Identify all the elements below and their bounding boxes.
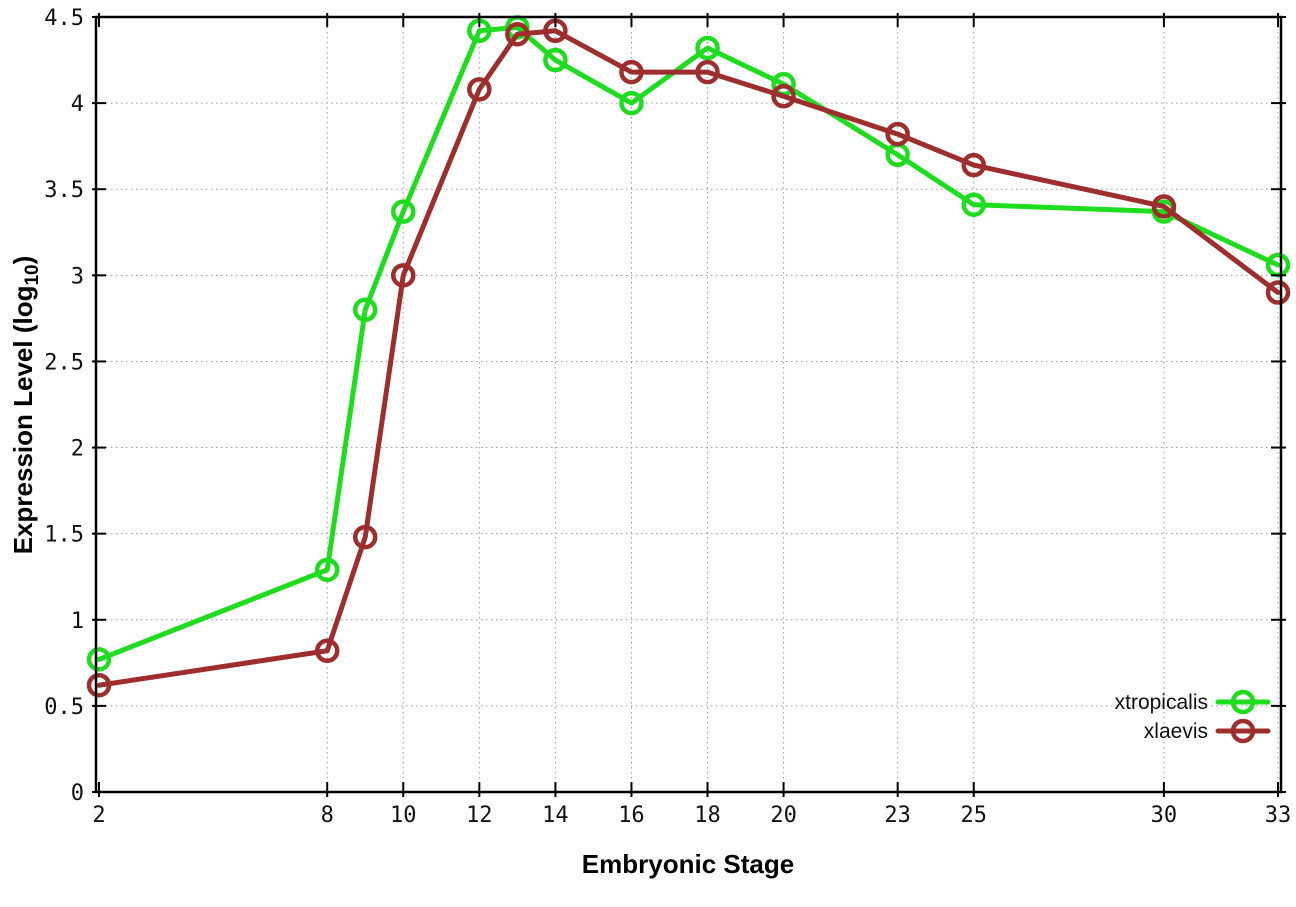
data-point-xlaevis (314, 638, 340, 664)
grid-layer (96, 17, 1281, 792)
y-axis-label-end: ) (8, 256, 38, 265)
legend-label-xlaevis: xlaevis (1144, 720, 1208, 743)
x-tick-label: 33 (1265, 803, 1292, 828)
data-point-xtropicalis (314, 557, 340, 583)
x-tick-label: 25 (960, 803, 987, 828)
data-point-xlaevis (467, 77, 492, 102)
y-axis-label-main: Expression Level (log (8, 286, 38, 555)
y-tick-label: 4.5 (44, 6, 84, 31)
x-tick-label: 18 (694, 803, 721, 828)
data-point-xlaevis (771, 83, 796, 109)
legend-marker-sample (1230, 718, 1256, 744)
data-point-xlaevis (505, 21, 530, 47)
tick-layer (92, 13, 1286, 797)
y-tick-label: 3 (71, 264, 84, 289)
legend-entry-xlaevis: xlaevis (1144, 718, 1271, 744)
y-tick-label: 0.5 (44, 695, 84, 720)
y-axis-label-subscript: 10 (22, 264, 43, 285)
x-tick-label: 12 (466, 803, 493, 828)
data-point-xlaevis (619, 59, 644, 85)
data-point-xlaevis (86, 672, 112, 698)
series-xlaevis (86, 18, 1291, 698)
x-tick-label: 16 (618, 803, 645, 828)
series-line-xtropicalis (96, 24, 1281, 662)
data-point-xlaevis (695, 59, 720, 85)
series-xtropicalis (86, 15, 1291, 672)
x-axis-label: Embryonic Stage (582, 849, 794, 879)
data-point-xtropicalis (86, 647, 112, 672)
y-tick-label: 0 (71, 781, 84, 806)
plot-border (94, 15, 1283, 794)
series-layer (86, 15, 1291, 698)
data-point-xtropicalis (961, 192, 986, 217)
y-tick-label: 1 (71, 609, 84, 634)
x-tick-label: 23 (884, 803, 911, 828)
data-point-xlaevis (885, 121, 910, 147)
data-point-xtropicalis (352, 297, 378, 323)
data-point-xtropicalis (391, 199, 416, 224)
series-line-xlaevis (96, 28, 1281, 688)
data-point-xtropicalis (619, 90, 644, 116)
data-point-xlaevis (352, 524, 378, 550)
data-point-xlaevis (1265, 280, 1291, 305)
x-tick-label: 30 (1151, 803, 1178, 828)
legend: xtropicalis xlaevis (1115, 689, 1271, 744)
x-tick-label: 14 (542, 803, 569, 828)
y-tick-label: 2.5 (44, 350, 84, 375)
y-tick-label: 2 (71, 437, 84, 462)
x-tick-label: 2 (92, 803, 105, 828)
data-point-xtropicalis (695, 35, 720, 61)
x-tick-label: 8 (321, 803, 334, 828)
legend-label-xtropicalis: xtropicalis (1115, 691, 1208, 714)
legend-marker-sample (1230, 689, 1256, 715)
legend-entry-xtropicalis: xtropicalis (1115, 689, 1271, 715)
data-point-xlaevis (391, 263, 416, 288)
y-axis-label: Expression Level (log10) (8, 256, 43, 555)
data-point-xlaevis (961, 152, 986, 178)
tick-label-layer: 2 8 10 12 14 16 18 20 23 25 30 33 0 0.5 1 1.5 2 2.5 3 3.5 4 4… (44, 6, 1291, 828)
y-tick-label: 3.5 (44, 178, 84, 203)
x-tick-label: 10 (390, 803, 417, 828)
data-point-xlaevis (1151, 194, 1177, 219)
y-tick-label: 1.5 (44, 523, 84, 548)
x-tick-label: 20 (770, 803, 797, 828)
y-tick-label: 4 (71, 92, 84, 117)
data-point-xtropicalis (543, 47, 568, 73)
